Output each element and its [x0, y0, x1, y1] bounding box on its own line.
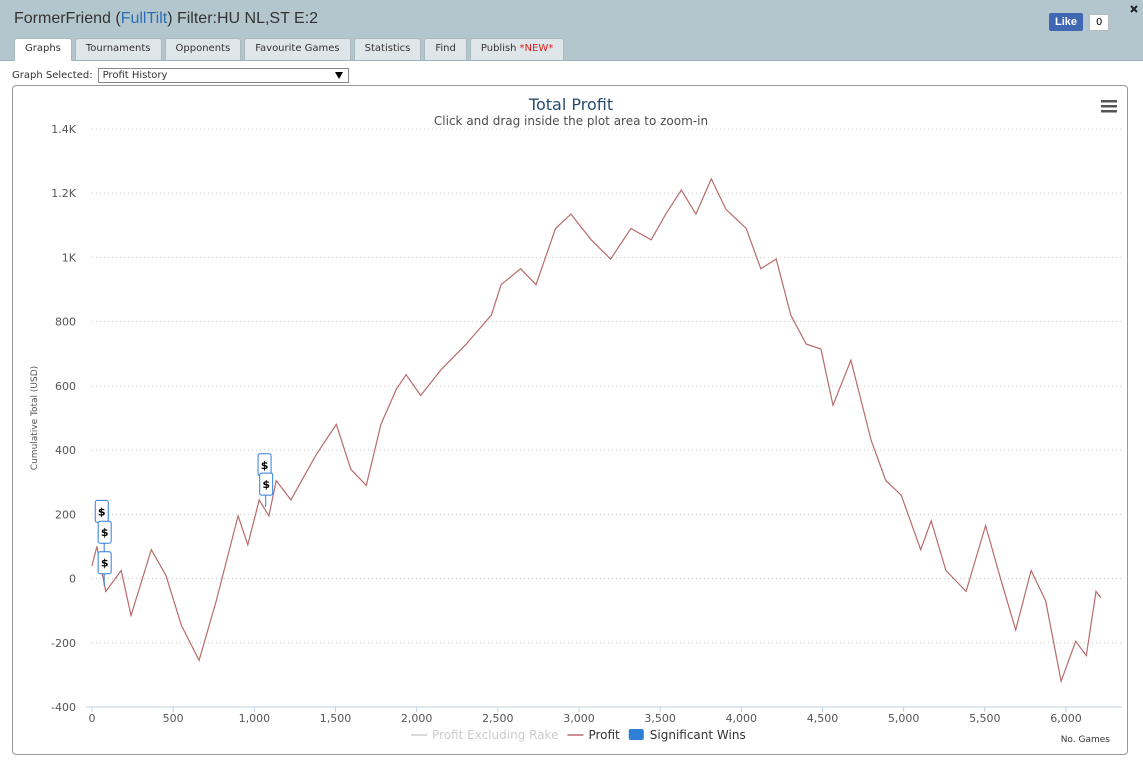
new-badge: *NEW*	[519, 43, 554, 54]
x-tick-label: 1,500	[320, 712, 352, 725]
tab-label: Tournaments	[85, 43, 151, 54]
flag-label: $	[101, 526, 109, 539]
tab-label: Favourite Games	[255, 43, 340, 54]
legend-label: Significant Wins	[650, 728, 746, 742]
flag	[97, 520, 112, 544]
x-tick-label: 0	[89, 712, 96, 725]
selector-value: Profit History	[102, 70, 168, 81]
legend-item[interactable]: Significant Wins	[628, 728, 746, 742]
tab-label: Statistics	[364, 43, 411, 54]
legend-label: Profit Excluding Rake	[432, 728, 558, 742]
y-tick-label: 1.2K	[51, 187, 76, 200]
selector-label: Graph Selected:	[12, 70, 93, 81]
y-tick-label: 0	[69, 573, 76, 586]
tab-label: Opponents	[175, 43, 231, 54]
x-tick-label: 4,500	[807, 712, 839, 725]
legend-item[interactable]: Profit	[567, 728, 620, 742]
x-tick-label: 1,000	[239, 712, 271, 725]
chart: Total Profit Click and drag inside the p…	[30, 95, 1122, 745]
significant-win-flag: $	[259, 472, 274, 508]
page-title: FormerFriend (FullTilt) Filter:HU NL,ST …	[14, 10, 318, 28]
flag-label: $	[101, 557, 109, 570]
tab-label: Graphs	[25, 43, 61, 54]
y-tick-label: 800	[55, 316, 76, 329]
x-tick-label: 5,500	[969, 712, 1001, 725]
legend-label: Profit	[588, 728, 620, 742]
chart-frame: Total Profit Click and drag inside the p…	[12, 85, 1128, 755]
header-bar: FormerFriend (FullTilt) Filter:HU NL,ST …	[0, 0, 1143, 61]
tab[interactable]: Opponents	[164, 38, 242, 60]
x-tick-label: 6,000	[1050, 712, 1082, 725]
x-axis-label: No. Games	[1061, 735, 1111, 745]
tab[interactable]: Favourite Games	[244, 38, 351, 60]
x-tick-label: 4,000	[726, 712, 758, 725]
tab[interactable]: Publish *NEW*	[469, 38, 565, 60]
selector-dropdown[interactable]: Profit History	[97, 68, 349, 83]
y-tick-label: -400	[51, 701, 76, 714]
close-button[interactable]	[1129, 4, 1139, 14]
chart-title: Total Profit	[528, 95, 613, 114]
x-tick-label: 3,000	[563, 712, 595, 725]
x-tick-label: 3,500	[644, 712, 676, 725]
flag	[97, 551, 112, 575]
x-tick-label: 2,500	[482, 712, 514, 725]
y-tick-label: -200	[51, 637, 76, 650]
tab[interactable]: Statistics	[353, 38, 422, 60]
significant-win-flag: $	[97, 551, 112, 586]
like-button[interactable]: Like	[1049, 13, 1084, 31]
y-tick-label: 1K	[62, 251, 77, 264]
significant-win-flag: $	[97, 520, 112, 556]
flag-label: $	[98, 505, 106, 518]
y-axis-label: Cumulative Total (USD)	[30, 366, 40, 470]
title-text: ) Filter:HU NL,ST E:2	[167, 10, 319, 27]
like-widget: Like 0	[1049, 13, 1110, 31]
x-tick-label: 5,000	[888, 712, 920, 725]
legend-item[interactable]: Profit Excluding Rake	[411, 728, 558, 742]
title-text: FormerFriend (	[14, 10, 121, 27]
graph-selector: Graph Selected: Profit History	[12, 68, 349, 83]
tab-bar: Graphs Tournaments Opponents Favourite Game…	[14, 38, 565, 61]
tab[interactable]: Tournaments	[74, 38, 162, 60]
x-tick-label: 2,000	[401, 712, 433, 725]
y-tick-label: 1.4K	[51, 123, 76, 136]
flag	[259, 472, 274, 496]
x-tick-label: 500	[163, 712, 184, 725]
y-tick-label: 600	[55, 380, 76, 393]
chart-subtitle: Click and drag inside the plot area to z…	[434, 114, 708, 128]
like-count: 0	[1089, 13, 1110, 31]
tab[interactable]: Find	[424, 38, 467, 60]
profit-line	[91, 177, 1102, 684]
y-tick-label: 400	[55, 444, 76, 457]
tab-label: Publish	[480, 43, 517, 54]
flag-label: $	[261, 459, 269, 472]
dropdown-arrow	[334, 72, 343, 79]
y-tick-label: 200	[55, 508, 76, 521]
site-link[interactable]: FullTilt	[120, 10, 168, 27]
tab-label: Find	[435, 43, 456, 54]
tab[interactable]: Graphs	[14, 38, 72, 61]
menu-button[interactable]	[1101, 100, 1117, 113]
flag-label: $	[262, 478, 270, 491]
legend-swatch	[628, 729, 644, 740]
